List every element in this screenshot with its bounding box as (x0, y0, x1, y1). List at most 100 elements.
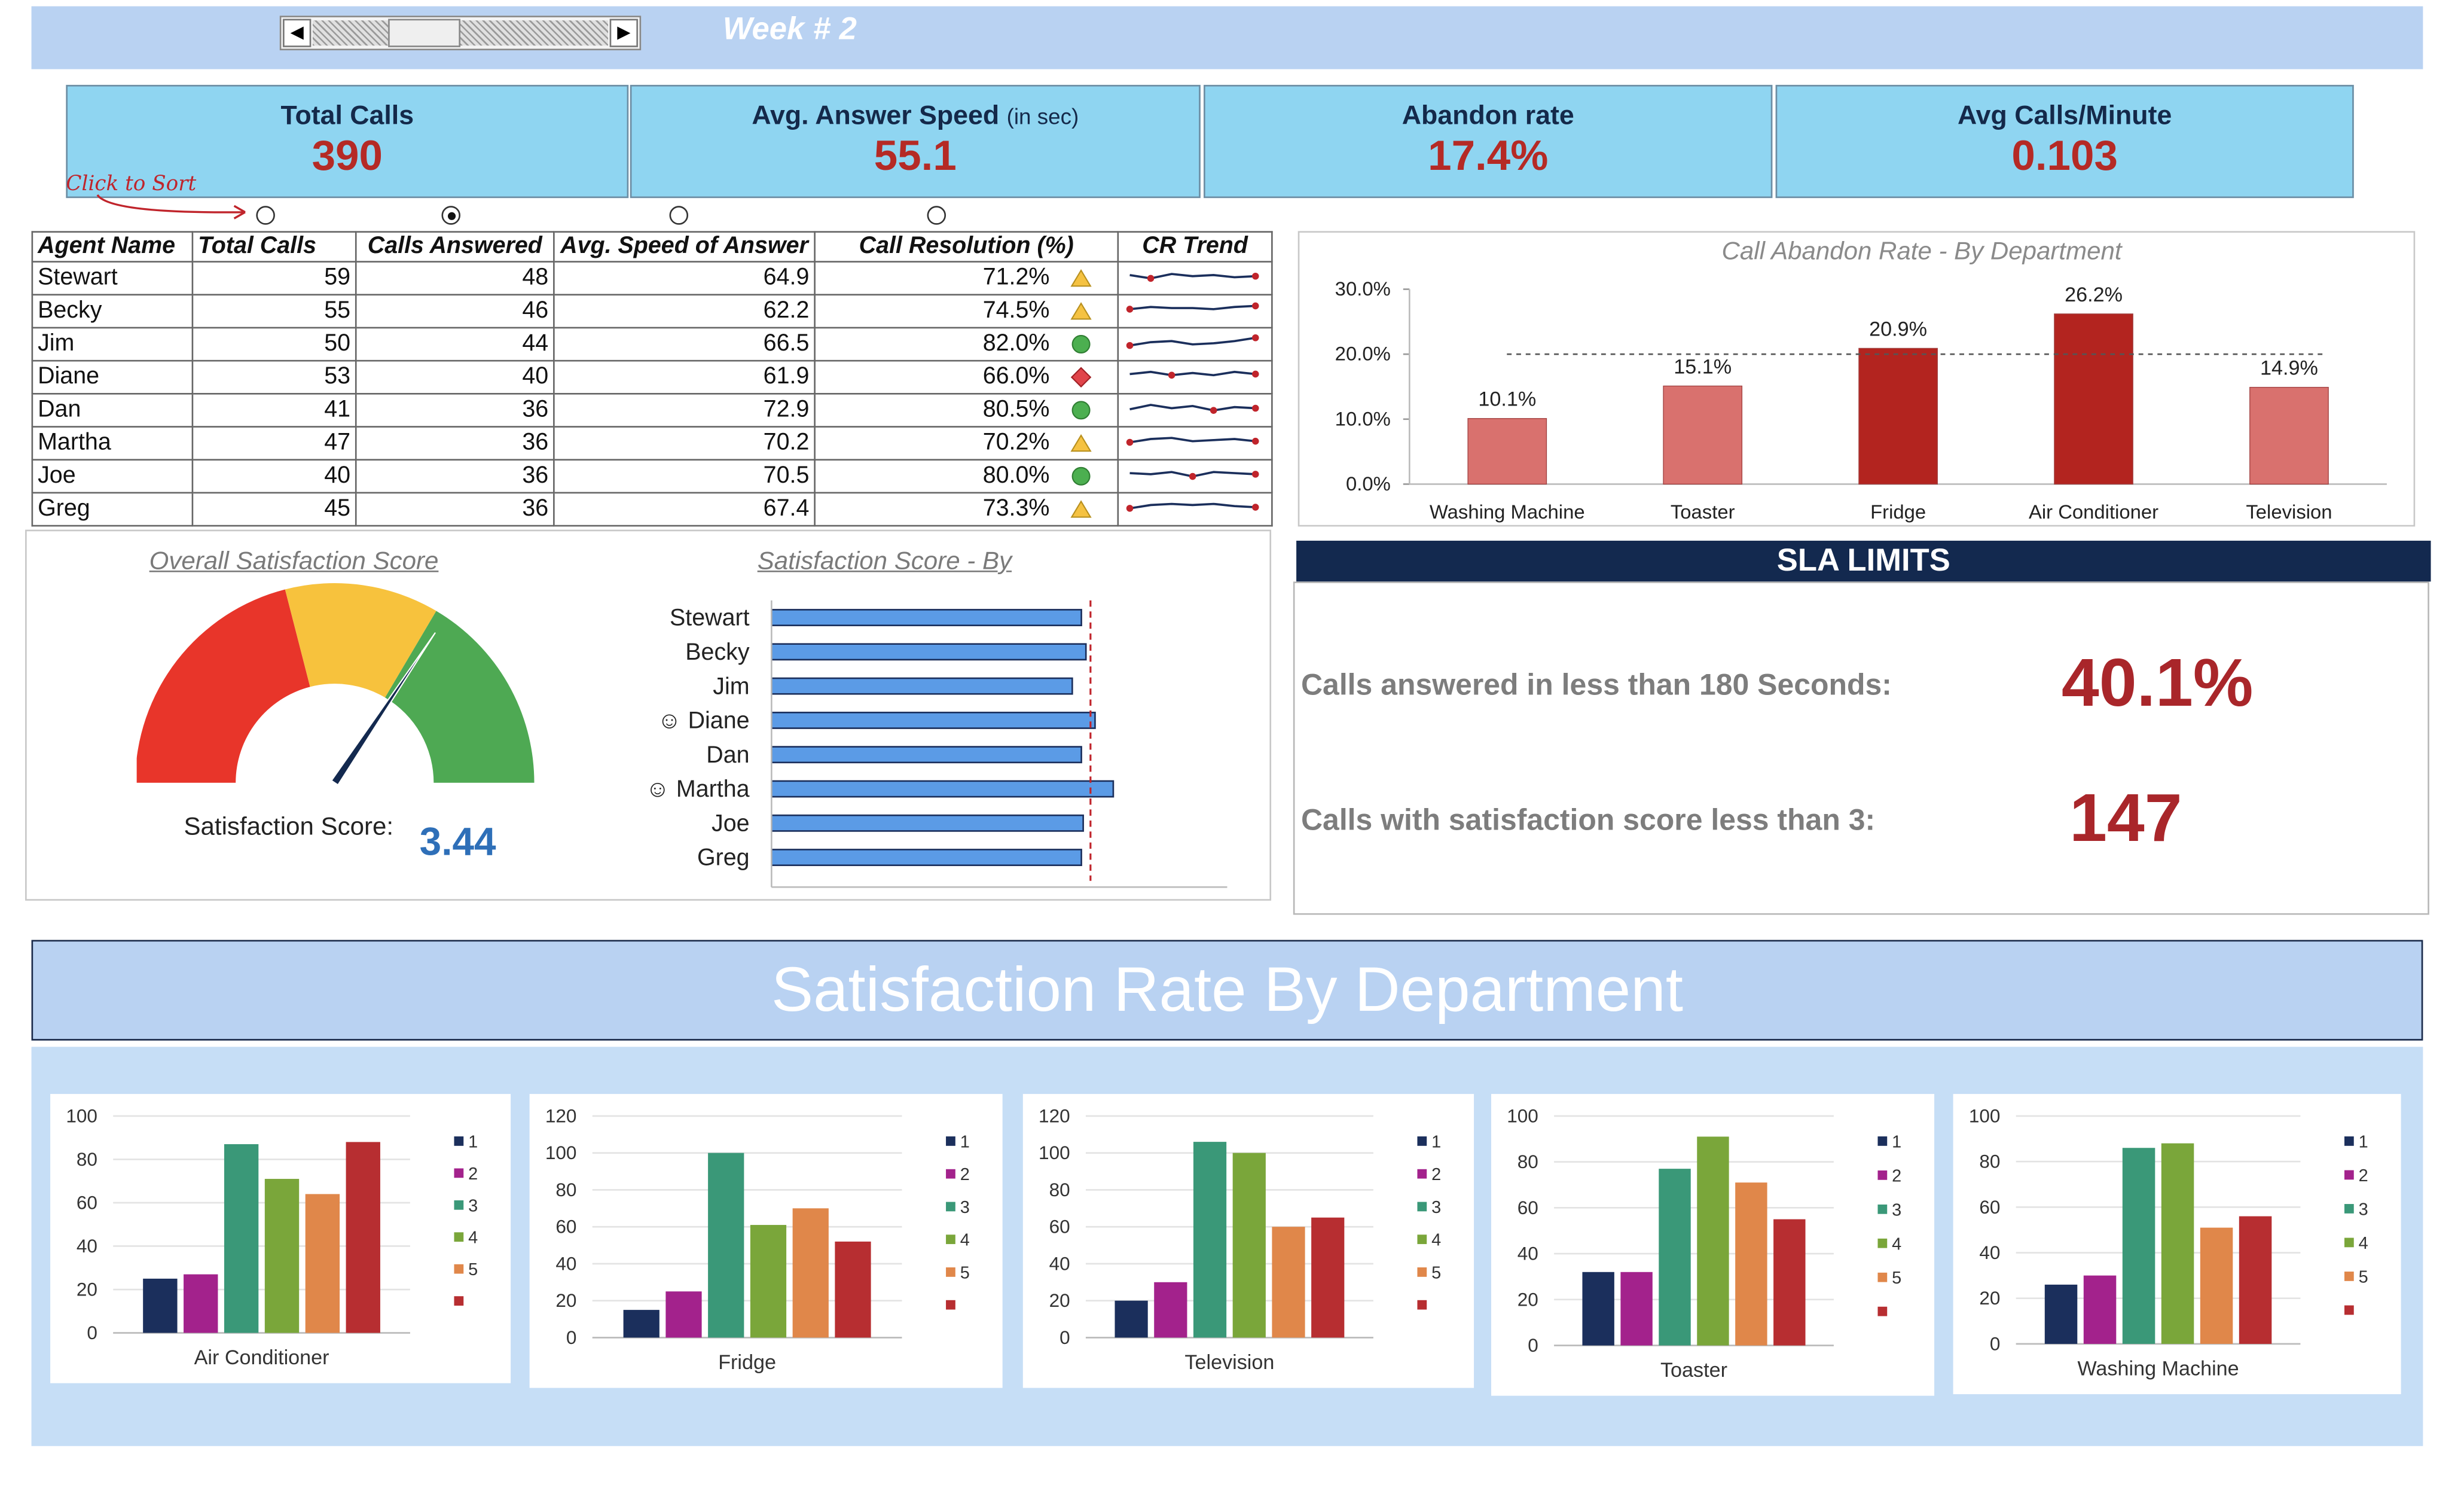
y-tick-label: 60 (1518, 1197, 1538, 1218)
legend-swatch (1417, 1202, 1427, 1212)
dept-bar (264, 1179, 300, 1333)
y-tick-label: 20 (555, 1289, 576, 1311)
y-tick-label: 120 (545, 1105, 577, 1126)
status-good-circle-icon (1071, 335, 1091, 354)
x-category-label: Fridge (1870, 501, 1926, 523)
agent-score-bar (771, 677, 1073, 695)
legend-swatch (946, 1202, 955, 1212)
legend-label: 4 (1431, 1231, 1441, 1250)
bar-value-label: 14.9% (2260, 357, 2318, 380)
legend-swatch (1877, 1238, 1888, 1248)
y-tick-label: 0 (1528, 1334, 1538, 1356)
resolution-value: 71.2% (982, 264, 1050, 291)
legend-swatch (2344, 1305, 2354, 1315)
total-calls-cell: 59 (191, 260, 357, 295)
x-tick-label: 3 (1040, 897, 1050, 899)
header-call-resolution: Call Resolution (%) (814, 231, 1119, 262)
agent-score-bar (771, 746, 1082, 764)
dept-bar (1620, 1272, 1653, 1346)
dept-bar-chart: 0 20 40 60 80 100 Washing Machine 1 2 3 4 5 (1969, 1105, 2368, 1380)
satisfaction-gauge (136, 583, 535, 786)
avg-speed-cell: 62.2 (553, 293, 816, 328)
kpi-value: 17.4% (1428, 132, 1549, 179)
y-tick-label: 20 (1049, 1289, 1070, 1311)
dept-bar (1659, 1169, 1691, 1346)
sparkline-marker (1147, 274, 1155, 282)
sparkline-line (1129, 304, 1256, 310)
scroll-track-right[interactable] (460, 20, 609, 46)
dept-bar-chart: 0 20 40 60 80 100 Toaster 1 2 3 4 5 (1507, 1105, 1901, 1382)
gauge-needle (330, 632, 436, 786)
legend-label: 4 (960, 1231, 970, 1250)
dept-bar-chart: 0 20 40 60 80 100 Air Conditioner 1 2 3 4 5 (66, 1105, 478, 1369)
y-tick-label: 40 (77, 1235, 97, 1257)
agent-score-label: Dan (706, 742, 749, 768)
kpi-total-calls: Total Calls 390 (66, 84, 629, 199)
abandon-rate-panel: Call Abandon Rate - By Department 0.0% 10.… (1297, 231, 2416, 527)
dept-bar (665, 1291, 702, 1338)
sort-arrow-icon (96, 194, 246, 220)
legend-label: 5 (2359, 1267, 2368, 1287)
circle-shape (1071, 401, 1091, 420)
scroll-track-left[interactable] (312, 20, 389, 46)
dept-chart-category-label: Toaster (1660, 1359, 1727, 1382)
y-tick-label: 100 (1507, 1105, 1538, 1126)
sparkline-marker (1126, 305, 1134, 312)
legend-swatch (2344, 1204, 2354, 1214)
total-calls-cell: 45 (191, 491, 357, 526)
header-cr-trend: CR Trend (1117, 231, 1273, 262)
dept-bar (1154, 1282, 1187, 1338)
scroll-right-arrow-icon[interactable]: ▶ (609, 19, 638, 47)
sparkline (1126, 301, 1259, 312)
dept-bar (835, 1241, 871, 1338)
y-tick-label: 100 (1969, 1105, 2001, 1126)
legend-label: 1 (2359, 1132, 2368, 1151)
dept-bar (792, 1208, 829, 1338)
bar-value-label: 26.2% (2065, 283, 2123, 306)
sort-radio-avg-speed[interactable] (669, 206, 689, 225)
y-tick-label: 40 (1979, 1242, 2000, 1263)
week-scrollbar[interactable]: ◀ ▶ (279, 16, 642, 51)
agent-name-cell: Greg (31, 491, 194, 526)
sort-radio-calls-answered[interactable] (441, 206, 461, 225)
legend-swatch (946, 1169, 955, 1179)
resolution-value: 82.0% (982, 330, 1050, 357)
kpi-label: Avg. Answer Speed (752, 100, 1000, 131)
table-row: Martha 47 36 70.2 70.2% (31, 425, 1273, 460)
kpi-value: 55.1 (874, 132, 957, 179)
scroll-thumb[interactable] (388, 19, 461, 47)
gauge-score-label: Satisfaction Score: (184, 814, 394, 841)
status-good-circle-icon (1071, 401, 1091, 420)
y-tick-label: 80 (1518, 1151, 1538, 1172)
abandon-chart-title: Call Abandon Rate - By Department (1722, 237, 2123, 265)
kpi-abandon-rate: Abandon rate 17.4% (1204, 84, 1773, 199)
sla-label-answered: Calls answered in less than 180 Seconds: (1300, 669, 1892, 703)
x-tick-label: 2 (949, 897, 958, 899)
dept-chart-category-label: Air Conditioner (194, 1346, 329, 1369)
y-tick-label: 60 (77, 1191, 97, 1213)
dept-bar (305, 1194, 340, 1333)
abandon-bar (1858, 347, 1938, 485)
agent-score-label: ☺ Martha (646, 776, 750, 802)
total-calls-cell: 55 (191, 293, 357, 328)
y-tick-label: 60 (1979, 1196, 2000, 1218)
sort-radio-call-resolution[interactable] (927, 206, 946, 225)
scroll-left-arrow-icon[interactable]: ◀ (283, 19, 312, 47)
legend-swatch (1417, 1234, 1427, 1245)
triangle-shape (1070, 302, 1092, 320)
legend-label: 4 (468, 1228, 478, 1248)
sla-box: Calls answered in less than 180 Seconds:… (1293, 581, 2429, 915)
cr-trend-cell (1117, 359, 1273, 394)
dept-bar (2239, 1216, 2272, 1344)
agent-score-chart: Stewart Becky Jim ☺ Diane Dan ☺ Martha Joe Greg… (646, 600, 1232, 899)
calls-answered-cell: 46 (355, 293, 555, 328)
gauge-yellow-segment (285, 583, 436, 698)
legend-label: 1 (960, 1132, 970, 1151)
sort-radio-total-calls[interactable] (256, 206, 275, 225)
y-tick-label: 100 (1039, 1142, 1070, 1163)
legend-swatch (1877, 1272, 1888, 1282)
x-category-label: Air Conditioner (2029, 501, 2158, 523)
cr-trend-cell (1117, 425, 1273, 460)
gauge-score-value: 3.44 (419, 820, 496, 865)
legend-label: 2 (1431, 1165, 1441, 1184)
